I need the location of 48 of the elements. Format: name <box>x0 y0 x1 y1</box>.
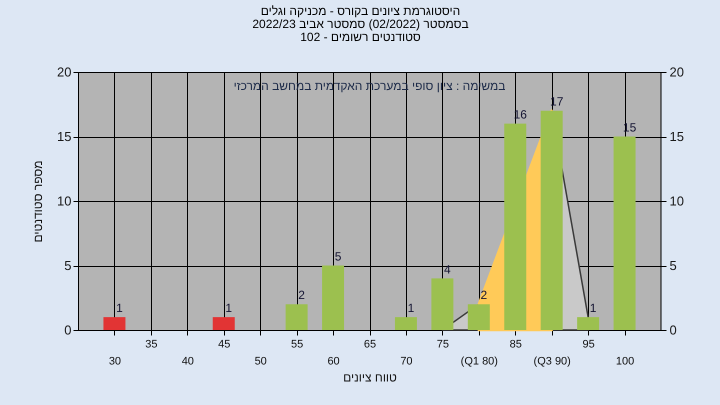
x-tick-label: (Q3 90) <box>534 356 571 368</box>
y-tick-label: 0 <box>64 322 72 338</box>
x-tick-label: 70 <box>400 356 413 368</box>
y2-tick-label: 20 <box>670 64 684 80</box>
x-tick-label: 40 <box>182 356 194 368</box>
x-tick-label: 55 <box>291 338 304 350</box>
data-label: 1 <box>225 301 232 316</box>
y-tick-label: 10 <box>57 194 72 208</box>
x-tick-label: 35 <box>145 338 158 350</box>
bar <box>212 317 235 330</box>
x-tick-label: 50 <box>254 356 267 368</box>
bar <box>468 304 490 330</box>
x-tick-label: 75 <box>436 338 449 350</box>
y-tick-label: 15 <box>57 129 72 144</box>
data-label: 1 <box>116 301 124 316</box>
data-label: 2 <box>480 288 488 302</box>
x-tick-label: 100 <box>616 356 634 368</box>
y2-tick-label: 0 <box>670 322 677 338</box>
data-label: 1 <box>408 301 415 316</box>
x-tick-label: 65 <box>364 338 376 350</box>
data-label: 4 <box>444 262 452 276</box>
x-tick-label: (Q1 80) <box>460 356 498 368</box>
x-tick-label: 95 <box>582 338 595 350</box>
bar <box>540 110 563 330</box>
y2-tick-label: 10 <box>670 194 684 208</box>
data-label: 1 <box>590 301 597 316</box>
chart-title: היסטוגרמת ציונים בקורס - מכניקה וגלים <box>260 4 460 18</box>
x-axis-title: טווח ציונים <box>343 370 398 384</box>
x-tick-label: 60 <box>327 356 340 368</box>
y2-tick-label: 15 <box>670 129 684 144</box>
x-tick-label: 45 <box>218 338 230 350</box>
bar <box>322 266 344 330</box>
bar <box>431 278 454 330</box>
bar <box>286 304 308 330</box>
bar <box>394 317 417 330</box>
y2-tick-label: 5 <box>670 258 677 273</box>
bar <box>103 317 126 330</box>
bar <box>504 124 526 330</box>
bar <box>614 136 636 330</box>
y-axis-title: מספר סטודנטים <box>31 160 46 243</box>
data-label: 5 <box>334 250 342 264</box>
chart-subtitle: בסמסטר (02/2022) סמסטר אביב 2022/23 סטודנטים רשומים - 102 <box>252 17 469 44</box>
x-tick-label: 85 <box>510 338 522 350</box>
x-tick-label: 30 <box>108 356 122 368</box>
y-tick-label: 20 <box>57 64 72 80</box>
bar <box>577 317 600 330</box>
y-tick-label: 5 <box>64 258 72 273</box>
data-label: 2 <box>298 288 306 302</box>
